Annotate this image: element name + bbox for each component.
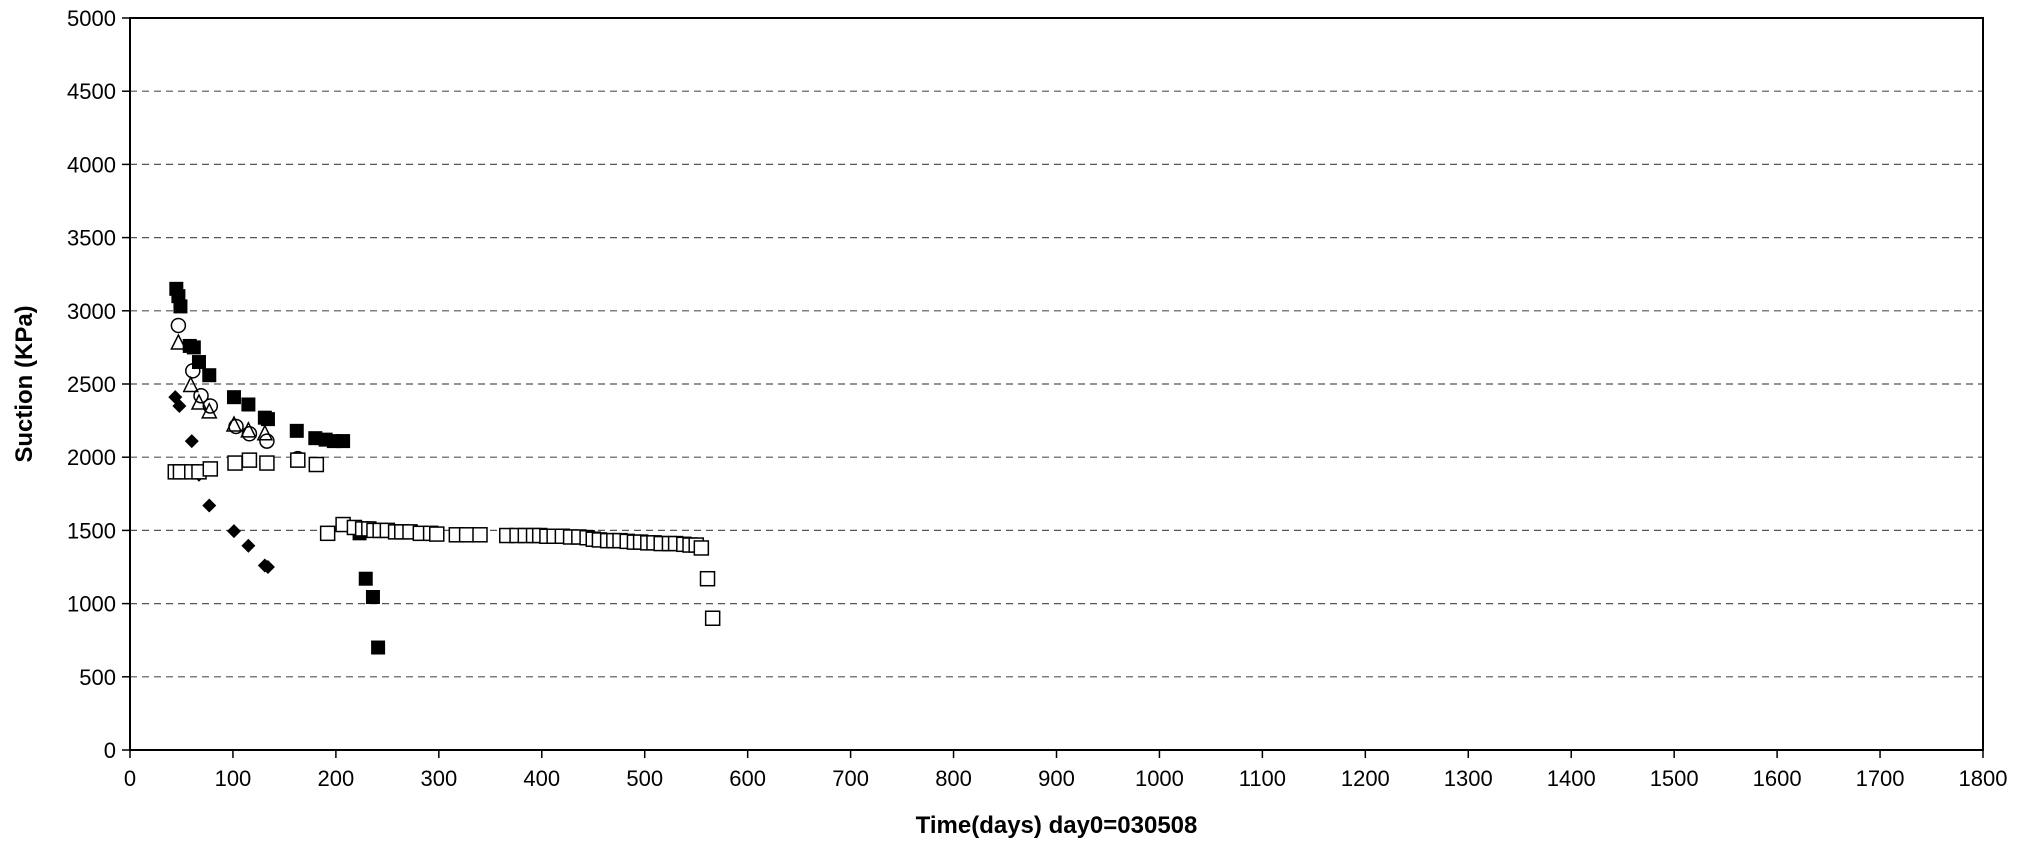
data-point-open-circle	[193, 387, 209, 404]
data-point-open-triangle	[256, 424, 274, 441]
data-point-filled-square	[173, 299, 188, 314]
x-tick-label: 300	[420, 766, 457, 791]
x-tick-label: 200	[318, 766, 355, 791]
x-tick-label: 1700	[1856, 766, 1905, 791]
y-tick-label: 3000	[67, 299, 116, 324]
x-tick-label: 1300	[1444, 766, 1493, 791]
y-tick-label: 3500	[67, 226, 116, 251]
data-point-filled-square	[202, 368, 217, 383]
data-point-open-circle	[228, 418, 244, 435]
data-point-open-circle	[170, 317, 187, 334]
y-tick-label: 4500	[67, 79, 116, 104]
data-point-filled-square	[191, 355, 206, 370]
x-tick-label: 500	[626, 766, 663, 791]
y-tick-label: 2500	[67, 372, 116, 397]
data-point-filled-diamond	[202, 498, 217, 513]
data-point-open-triangle	[225, 415, 243, 432]
data-point-open-triangle	[182, 375, 199, 393]
y-tick-label: 1500	[67, 518, 116, 543]
data-point-open-square	[202, 461, 219, 477]
data-point-open-square	[699, 570, 716, 587]
data-point-open-triangle	[170, 333, 187, 350]
data-point-filled-square	[358, 571, 373, 586]
x-tick-label: 1200	[1341, 766, 1390, 791]
data-point-filled-square	[186, 340, 201, 355]
data-point-filled-square	[260, 412, 275, 427]
data-point-open-square	[319, 525, 336, 542]
x-tick-label: 1100	[1239, 766, 1286, 791]
x-tick-label: 400	[523, 766, 560, 791]
y-tick-label: 2000	[67, 445, 116, 470]
data-point-open-square	[308, 456, 325, 473]
data-point-filled-square	[226, 390, 241, 405]
data-point-open-square	[458, 527, 475, 543]
x-tick-label: 100	[215, 766, 252, 791]
data-point-filled-diamond	[241, 538, 256, 553]
data-point-open-square	[472, 527, 488, 543]
data-point-open-square	[227, 455, 243, 471]
y-tick-label: 0	[104, 738, 116, 763]
data-point-open-circle	[185, 363, 201, 379]
x-tick-label: 1400	[1547, 766, 1596, 791]
gridlines	[130, 90, 1983, 678]
y-axis-ticks: 0 500 1000 1500 2000 2500 3000 3500 4000 4500 5000	[67, 6, 130, 763]
data-point-filled-square	[289, 423, 304, 438]
x-tick-label: 600	[729, 766, 766, 791]
data-point-filled-diamond	[172, 398, 187, 413]
data-point-filled-diamond	[184, 434, 199, 449]
series-filled-diamond	[168, 390, 275, 574]
x-tick-label: 1800	[1959, 766, 2008, 791]
data-point-open-square	[429, 526, 445, 542]
data-point-filled-square	[371, 640, 386, 655]
data-point-open-square	[259, 455, 275, 471]
x-axis-title: Time(days) day0=030508	[916, 812, 1198, 839]
data-points	[167, 281, 721, 655]
x-tick-label: 900	[1038, 766, 1075, 791]
data-point-open-square	[241, 452, 258, 468]
x-tick-label: 1600	[1753, 766, 1802, 791]
data-point-open-circle	[241, 426, 258, 442]
y-tick-label: 1000	[67, 592, 116, 617]
y-axis-title: Suction (KPa)	[11, 305, 38, 462]
data-point-filled-square	[365, 590, 380, 605]
series-open-triangle	[170, 333, 274, 441]
data-point-open-circle	[259, 433, 275, 449]
data-point-open-circle	[202, 398, 219, 414]
x-axis-ticks: 0 100 200 300 400 500 600 700 800 900 1000 1100 1200…	[124, 750, 2008, 791]
x-tick-label: 1500	[1650, 766, 1699, 791]
data-point-filled-diamond	[260, 560, 275, 574]
y-tick-label: 500	[79, 665, 116, 690]
x-tick-label: 800	[935, 766, 972, 791]
data-point-filled-diamond	[226, 524, 241, 539]
data-point-filled-square	[241, 397, 256, 412]
y-tick-label: 4000	[67, 152, 116, 177]
data-point-open-square	[290, 452, 306, 468]
x-tick-label: 700	[832, 766, 869, 791]
x-tick-label: 1000	[1135, 766, 1184, 791]
series-open-square	[167, 452, 721, 626]
y-tick-label: 5000	[67, 6, 116, 31]
data-point-filled-square	[336, 434, 351, 449]
data-point-open-square	[693, 540, 710, 556]
data-point-open-triangle	[240, 421, 257, 438]
data-point-open-square	[704, 610, 721, 626]
x-tick-label: 0	[124, 766, 136, 791]
